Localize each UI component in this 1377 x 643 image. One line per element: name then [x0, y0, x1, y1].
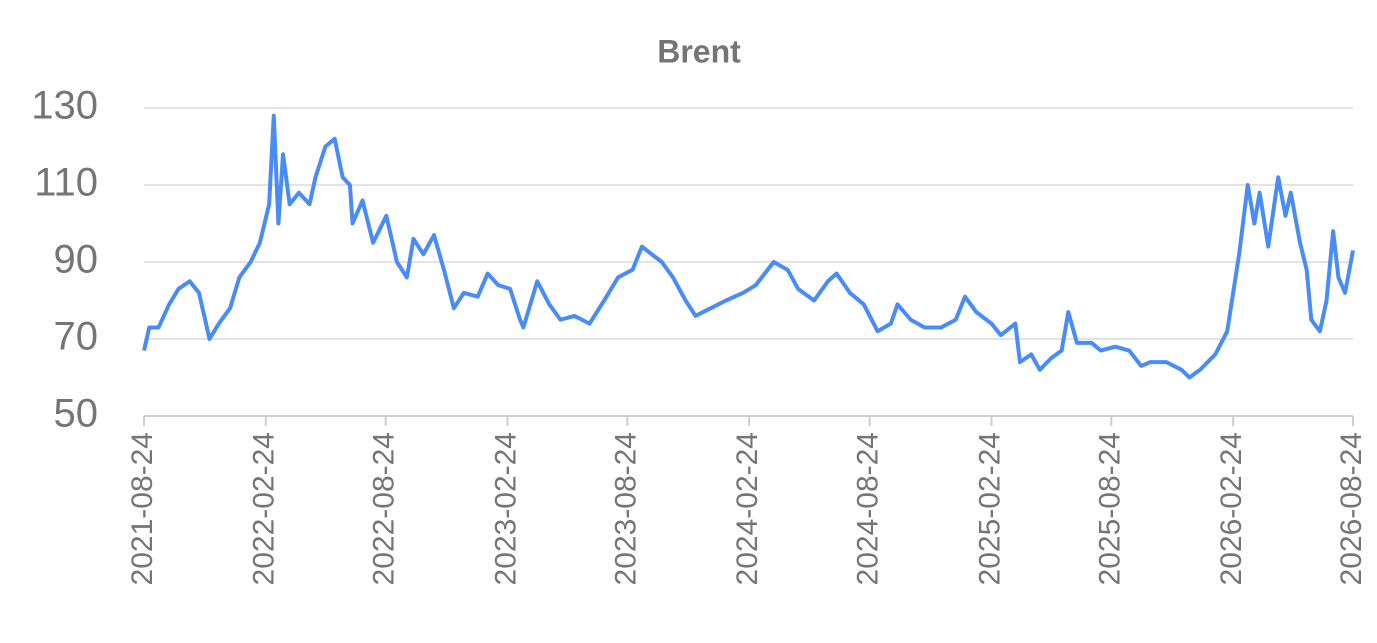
chart-title: Brent [657, 33, 741, 69]
x-tick-label: 2023-08-24 [609, 432, 642, 585]
x-tick-label: 2023-02-24 [489, 432, 522, 585]
x-tick-label: 2026-02-24 [1215, 432, 1248, 585]
y-tick-label: 110 [34, 161, 98, 205]
y-tick-label: 130 [31, 84, 98, 128]
y-tick-label: 90 [54, 238, 99, 282]
x-tick-label: 2024-02-24 [731, 432, 764, 585]
x-tick-label: 2025-08-24 [1093, 432, 1126, 585]
x-tick-label: 2021-08-24 [126, 432, 159, 585]
x-tick-label: 2025-02-24 [973, 432, 1006, 585]
x-tick-label: 2022-08-24 [368, 432, 401, 585]
y-tick-label: 70 [54, 315, 99, 359]
x-tick-label: 2024-08-24 [852, 432, 885, 585]
x-tick-label: 2022-02-24 [248, 432, 281, 585]
x-tick-label: 2026-08-24 [1335, 432, 1368, 585]
y-tick-label: 50 [54, 392, 99, 436]
line [142, 113, 1355, 380]
